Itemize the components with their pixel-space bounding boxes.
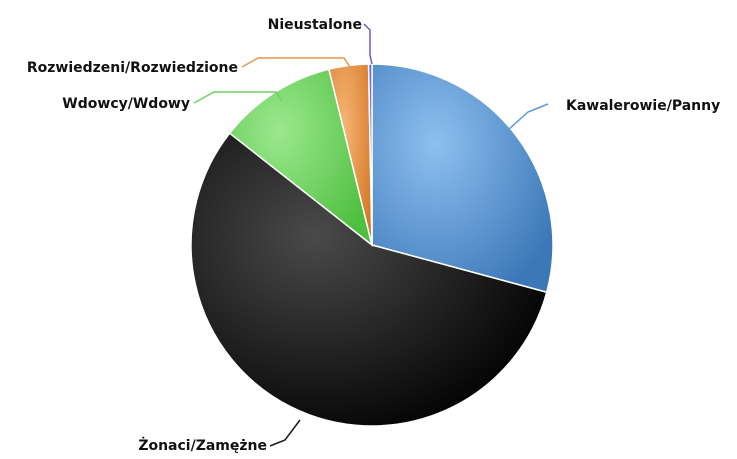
leader-line-1 xyxy=(269,419,301,447)
pie-slice-0 xyxy=(371,63,554,294)
leader-line-0 xyxy=(507,103,549,131)
slices-layer xyxy=(190,63,554,427)
labels-layer: Kawalerowie/Panny Żonaci/Zamężne Wdowcy/Wd… xyxy=(27,17,720,454)
leader-line-3 xyxy=(241,57,351,68)
leader-line-4 xyxy=(363,23,373,65)
slice-label-4: Nieustalone xyxy=(268,17,362,33)
slice-label-2: Wdowcy/Wdowy xyxy=(62,96,190,112)
slice-label-0: Kawalerowie/Panny xyxy=(566,98,720,114)
leader-line-2 xyxy=(193,91,283,104)
pie-slice-1 xyxy=(190,132,548,427)
leader-lines-layer xyxy=(193,23,549,447)
pie-slice-2 xyxy=(228,68,374,247)
slice-label-1: Żonaci/Zamężne xyxy=(138,437,267,454)
slice-label-3: Rozwiedzeni/Rozwiedzione xyxy=(27,60,238,76)
